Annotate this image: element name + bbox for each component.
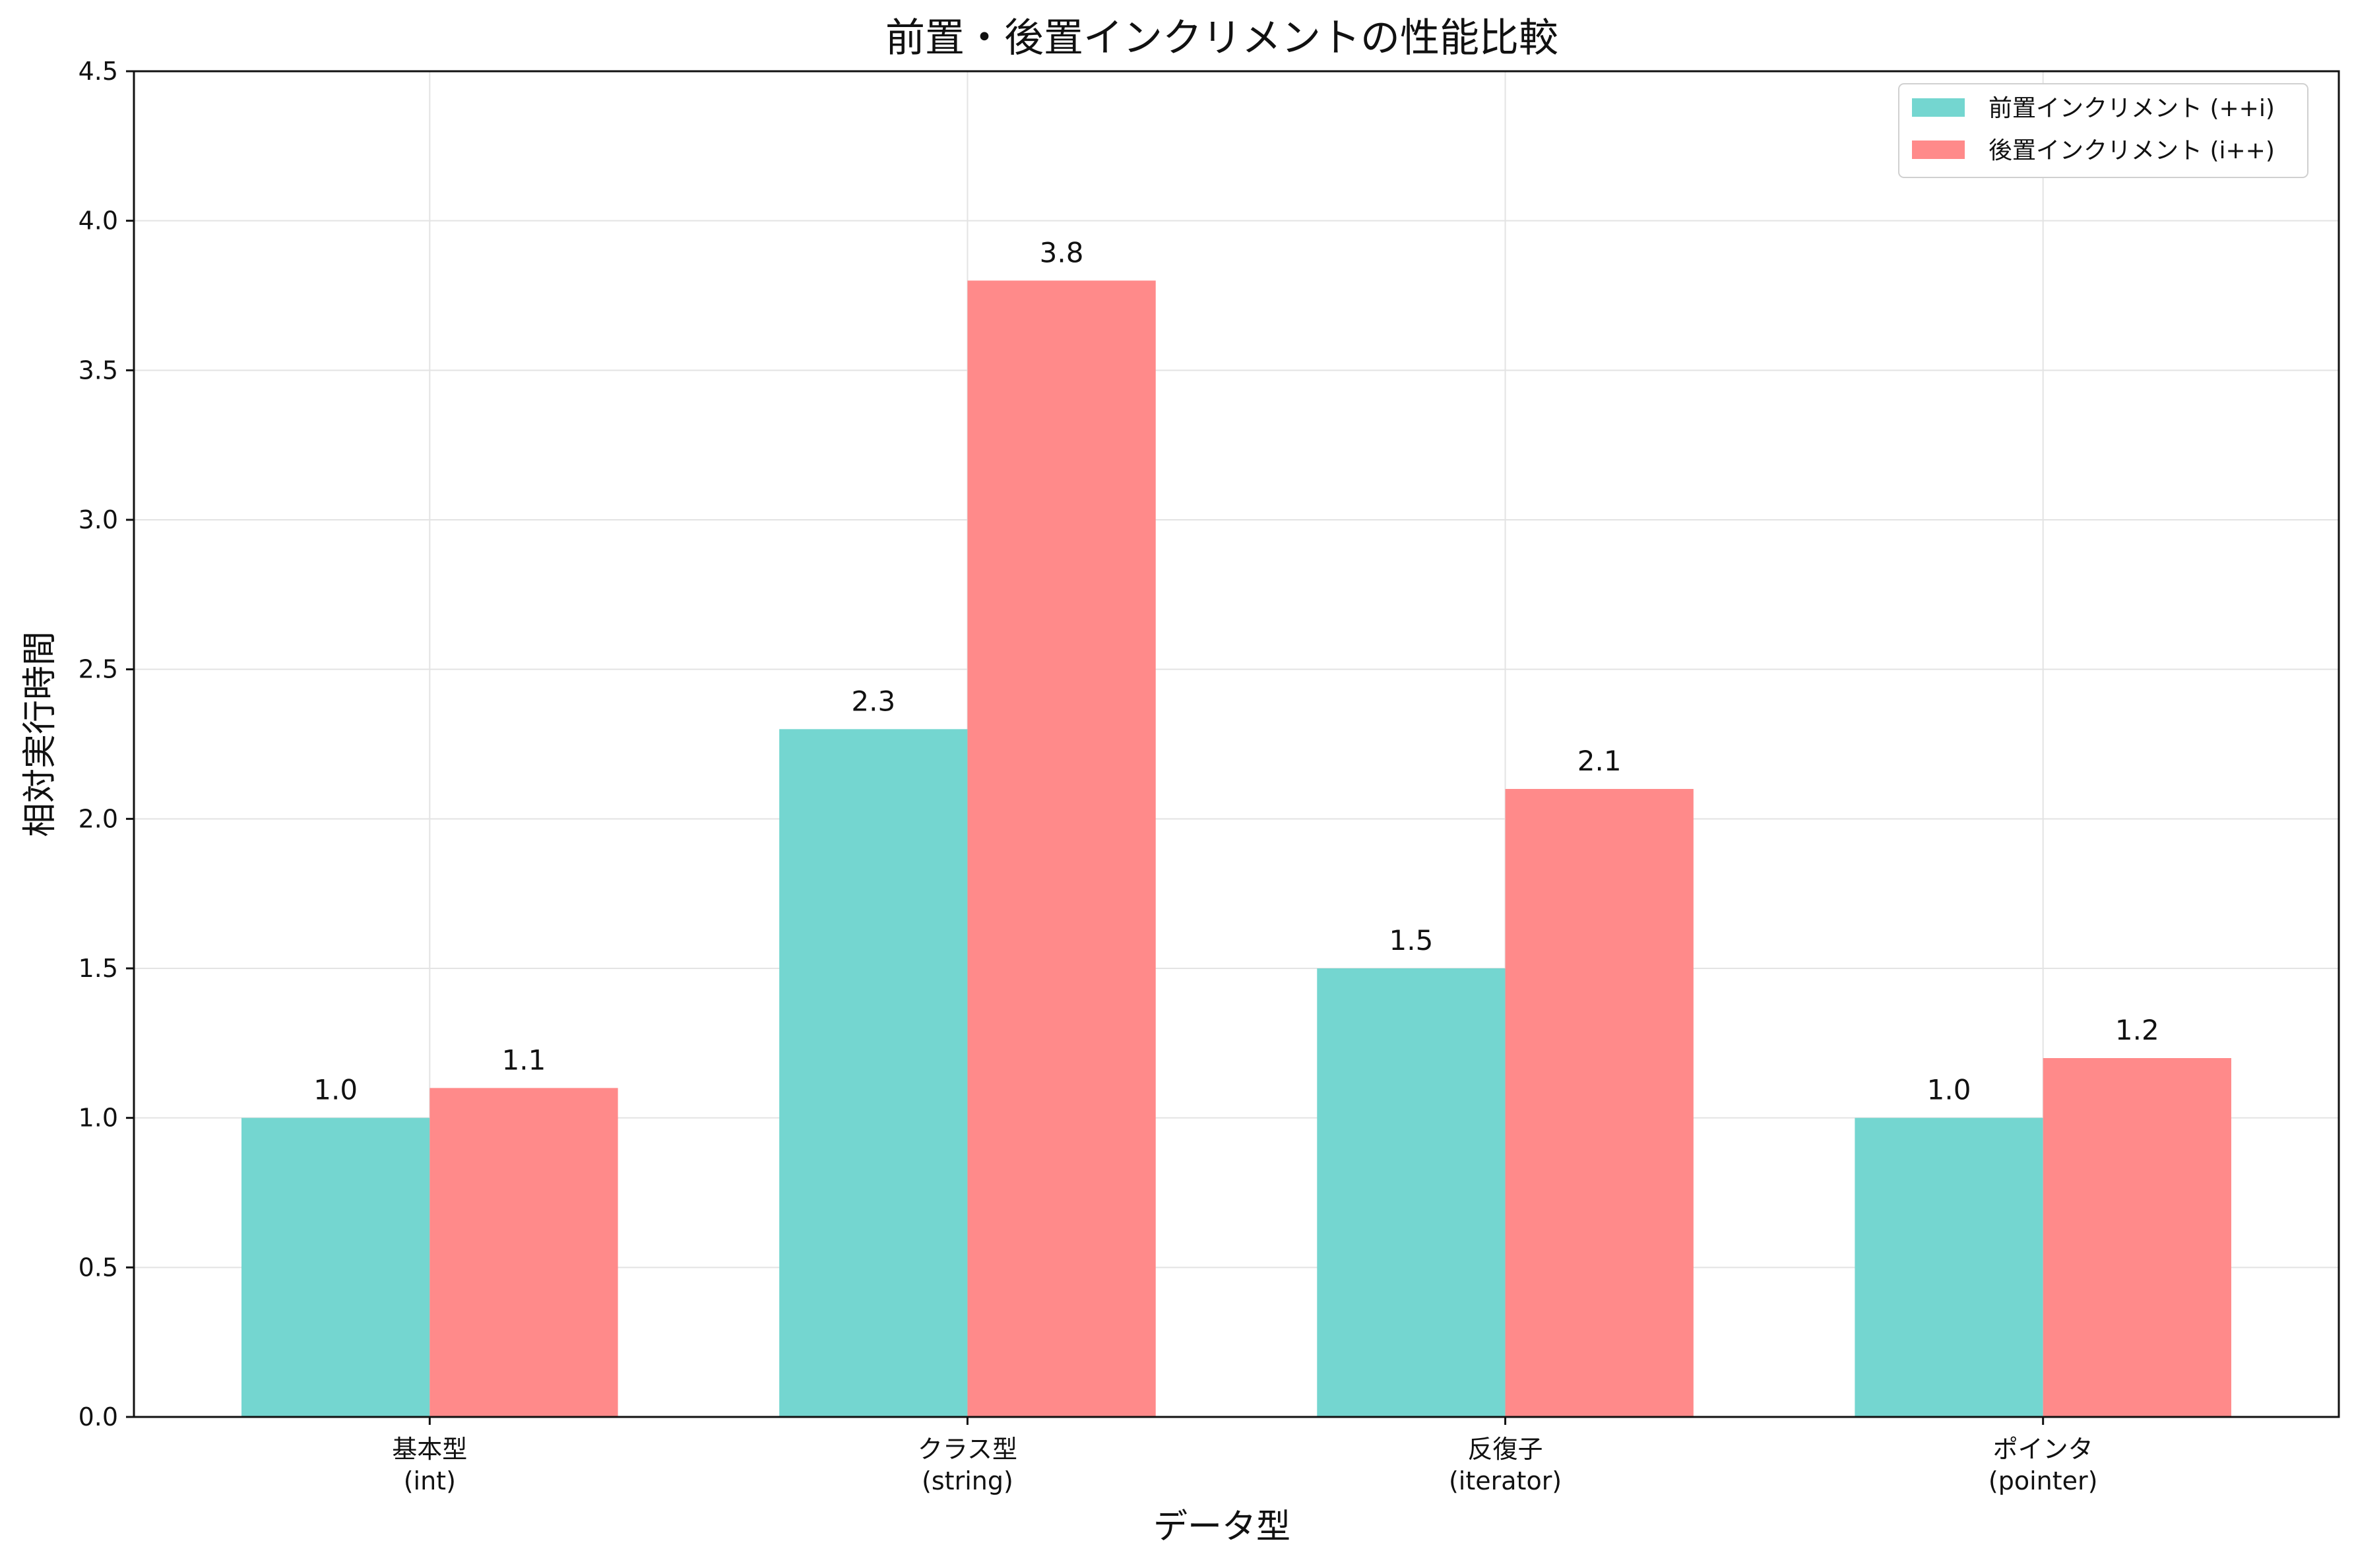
- legend-label-postfix: 後置インクリメント (i++): [1988, 137, 2275, 164]
- x-tick-label: (iterator): [1449, 1466, 1562, 1495]
- x-tick-label: (pointer): [1988, 1466, 2098, 1495]
- y-tick-label: 2.0: [79, 804, 118, 833]
- bar-prefix: [1855, 1118, 2043, 1417]
- x-axis-label: データ型: [1153, 1507, 1290, 1547]
- y-tick-label: 2.5: [79, 655, 118, 684]
- bar-prefix: [1317, 968, 1505, 1417]
- legend-swatch-postfix: [1912, 141, 1965, 159]
- bar-value-label: 1.2: [2115, 1014, 2159, 1046]
- y-tick-label: 3.5: [79, 356, 118, 385]
- bar-prefix: [779, 729, 967, 1417]
- legend-label-prefix: 前置インクリメント (++i): [1988, 95, 2275, 122]
- y-tick-label: 1.5: [79, 954, 118, 983]
- y-tick-label: 4.5: [79, 57, 118, 86]
- legend: 前置インクリメント (++i) 後置インクリメント (i++): [1899, 84, 2308, 177]
- value-label-layer: 1.0 2.3 1.5 1.0 1.1 3.8 2.1 1.2: [313, 236, 2159, 1106]
- bar-prefix: [241, 1118, 429, 1417]
- x-tick-label: (string): [922, 1466, 1013, 1495]
- x-tick-label: 基本型: [392, 1435, 467, 1464]
- bar-value-label: 3.8: [1040, 236, 1084, 268]
- legend-swatch-prefix: [1912, 98, 1965, 117]
- chart-title: 前置・後置インクリメントの性能比較: [885, 15, 1558, 61]
- bar-postfix: [2043, 1058, 2231, 1417]
- y-tick-label: 3.0: [79, 505, 118, 534]
- bar-value-label: 2.3: [851, 685, 895, 717]
- bar-value-label: 1.0: [313, 1074, 358, 1106]
- bar-layer: [241, 280, 2231, 1417]
- x-tick-label: 反復子: [1468, 1435, 1543, 1464]
- y-axis-label: 相対実行時間: [20, 631, 60, 837]
- bar-chart: 1.0 2.3 1.5 1.0 1.1 3.8 2.1 1.2 0.0 0.5 1.0 1.5 2.0…: [0, 0, 2354, 1568]
- x-tick-label: (int): [404, 1466, 456, 1495]
- y-tick-label: 0.0: [79, 1402, 118, 1431]
- y-tick-label: 4.0: [79, 206, 118, 235]
- bar-value-label: 1.1: [502, 1044, 546, 1076]
- chart-root: 1.0 2.3 1.5 1.0 1.1 3.8 2.1 1.2 0.0 0.5 1.0 1.5 2.0…: [0, 0, 2354, 1568]
- bar-value-label: 2.1: [1577, 745, 1622, 777]
- bar-value-label: 1.5: [1389, 924, 1434, 956]
- y-tick-label: 0.5: [79, 1253, 118, 1282]
- x-tick-label: ポインタ: [1993, 1435, 2093, 1464]
- y-tick-label: 1.0: [79, 1104, 118, 1133]
- bar-postfix: [967, 280, 1155, 1417]
- bar-postfix: [429, 1088, 618, 1417]
- bar-value-label: 1.0: [1927, 1074, 1971, 1106]
- x-tick-label: クラス型: [918, 1435, 1017, 1464]
- bar-postfix: [1506, 789, 1694, 1417]
